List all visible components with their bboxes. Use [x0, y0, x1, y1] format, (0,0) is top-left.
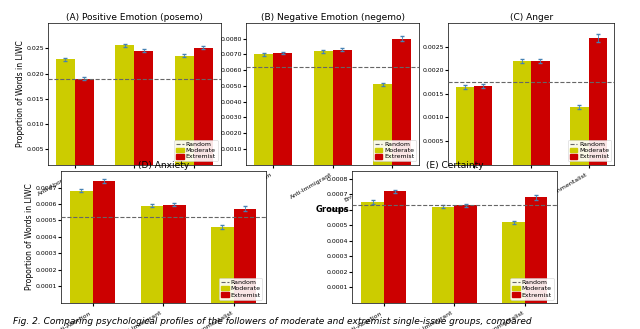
Bar — [513, 61, 531, 164]
Title: (A) Positive Emotion (posemo): (A) Positive Emotion (posemo) — [66, 13, 203, 22]
Bar — [392, 39, 412, 164]
Bar — [141, 206, 163, 303]
Bar — [454, 205, 477, 303]
Legend: Random, Moderate, Extremist: Random, Moderate, Extremist — [175, 139, 218, 162]
Legend: Random, Moderate, Extremist: Random, Moderate, Extremist — [220, 278, 262, 300]
Bar — [362, 202, 384, 303]
Bar — [589, 38, 607, 164]
Text: Fig. 2. Comparing psychological profiles of the followers of moderate and extrem: Fig. 2. Comparing psychological profiles… — [13, 317, 531, 326]
Bar — [273, 53, 292, 164]
Bar — [525, 197, 547, 303]
X-axis label: Groups: Groups — [316, 205, 349, 214]
Bar — [314, 51, 333, 164]
X-axis label: Groups: Groups — [515, 205, 548, 214]
Title: (E) Certainty: (E) Certainty — [426, 161, 483, 170]
Legend: Random, Moderate, Extremist: Random, Moderate, Extremist — [511, 278, 554, 300]
Y-axis label: Proportion of Words in LIWC: Proportion of Words in LIWC — [25, 184, 34, 290]
Bar — [134, 51, 154, 175]
Y-axis label: Proportion of Words in LIWC: Proportion of Words in LIWC — [16, 40, 25, 147]
Bar — [384, 191, 406, 303]
Bar — [570, 107, 589, 164]
Bar — [456, 87, 474, 164]
Bar — [373, 84, 392, 164]
Bar — [432, 207, 454, 303]
Bar — [194, 48, 213, 175]
Bar — [93, 181, 115, 303]
Title: (C) Anger: (C) Anger — [509, 13, 553, 22]
Bar — [175, 56, 194, 175]
Legend: Random, Moderate, Extremist: Random, Moderate, Extremist — [568, 139, 611, 162]
Bar — [254, 55, 273, 164]
Bar — [333, 50, 352, 164]
Bar — [234, 209, 256, 303]
Bar — [474, 86, 492, 164]
Bar — [163, 205, 186, 303]
Legend: Random, Moderate, Extremist: Random, Moderate, Extremist — [373, 139, 416, 162]
Bar — [70, 191, 93, 303]
Bar — [75, 79, 94, 175]
Bar — [56, 60, 75, 175]
Title: (B) Negative Emotion (negemo): (B) Negative Emotion (negemo) — [261, 13, 405, 22]
Title: (D) Anxiety: (D) Anxiety — [138, 161, 189, 170]
Bar — [211, 227, 234, 303]
Bar — [115, 45, 134, 175]
X-axis label: Groups: Groups — [118, 205, 151, 214]
Bar — [531, 61, 550, 164]
Bar — [502, 222, 525, 303]
